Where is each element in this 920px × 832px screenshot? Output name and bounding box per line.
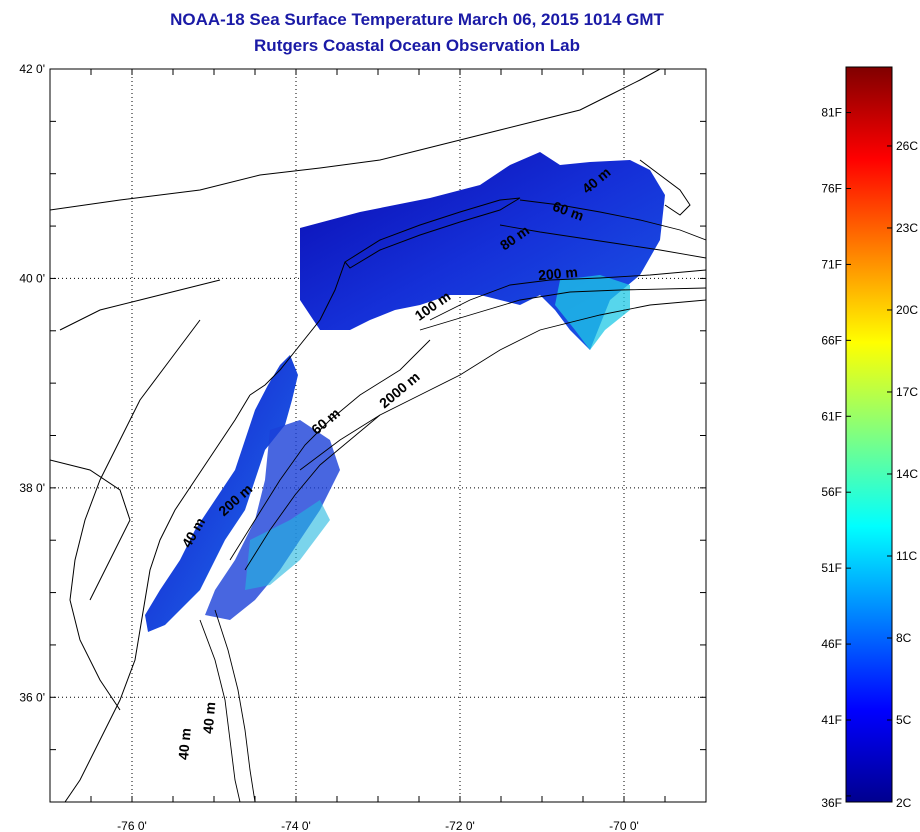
- contour-40m-south: [199, 619, 241, 802]
- lon-tick-label: -76 0': [117, 819, 147, 832]
- coastline-delmarva: [64, 394, 251, 802]
- colorbar-f-label: 61F: [821, 409, 842, 423]
- sst-swath-southwest: [145, 355, 298, 632]
- colorbar-f-label: 81F: [821, 106, 842, 120]
- contour-label: 40 m: [200, 701, 219, 734]
- colorbar-c-label: 2C: [896, 796, 912, 810]
- lat-tick-label: 36 0': [19, 690, 45, 704]
- colorbar-c-label: 23C: [896, 221, 918, 235]
- colorbar-f-label: 46F: [821, 637, 842, 651]
- lat-tick-label: 42 0': [19, 62, 45, 76]
- lon-tick-label: -74 0': [281, 819, 311, 832]
- contour-label: 40 m: [175, 727, 194, 760]
- axis-ticks: -76 0' -74 0' -72 0' -70 0' 42 0' 40 0' 38 0' 3…: [19, 62, 707, 832]
- colorbar-c-label: 5C: [896, 713, 912, 727]
- lon-tick-label: -72 0': [445, 819, 475, 832]
- coastline-inland-2: [50, 459, 131, 601]
- bathymetry-contours: [199, 199, 706, 802]
- map-title: NOAA-18 Sea Surface Temperature March 06…: [170, 10, 664, 29]
- colorbar-f-label: 66F: [821, 333, 842, 347]
- colorbar-c-label: 26C: [896, 139, 918, 153]
- colorbar-f-label: 41F: [821, 713, 842, 727]
- contour-40m: [519, 199, 706, 241]
- coastline-cape-cod: [639, 159, 691, 216]
- coastline-northeast: [50, 69, 661, 211]
- contour-60m: [499, 224, 706, 259]
- lat-tick-label: 38 0': [19, 481, 45, 495]
- sst-shelf-band: [205, 420, 340, 620]
- colorbar-c-label: 8C: [896, 631, 912, 645]
- sst-data: [145, 152, 665, 632]
- colorbar-c-label: 11C: [896, 549, 917, 563]
- coastline-chesapeake: [69, 319, 201, 711]
- map-subtitle: Rutgers Coastal Ocean Observation Lab: [254, 36, 580, 55]
- contour-200m-north: [419, 287, 706, 331]
- coastline-long-island: [344, 197, 521, 269]
- colorbar-f-label: 36F: [821, 796, 842, 810]
- lat-tick-label: 40 0': [19, 271, 45, 285]
- contour-40m-south-2: [214, 609, 256, 802]
- colorbar-f-label: 56F: [821, 485, 842, 499]
- contour-60m-south: [229, 339, 431, 561]
- contour-label: 60 m: [308, 405, 343, 438]
- contour-2000m: [299, 299, 706, 471]
- colorbar-f-label: 51F: [821, 561, 842, 575]
- contour-label: 200 m: [537, 264, 578, 283]
- coastline-new-jersey: [249, 261, 346, 396]
- contour-100m: [429, 269, 706, 321]
- lon-tick-label: -70 0': [609, 819, 639, 832]
- colorbar-c-label: 20C: [896, 303, 918, 317]
- contour-label: 2000 m: [376, 368, 423, 411]
- colorbar-c-label: 14C: [896, 467, 918, 481]
- colorbar-labels: 81F 76F 71F 66F 61F 56F 51F 46F 41F 36F 26C 23C 20C 1…: [821, 106, 918, 810]
- sst-shelf-cyan: [245, 500, 330, 590]
- coastline-inland-1: [59, 279, 221, 331]
- coastline: [50, 69, 691, 802]
- colorbar-c-label: 17C: [896, 385, 918, 399]
- sst-warm-patch: [555, 275, 630, 350]
- colorbar: [845, 66, 893, 803]
- contour-200m-south: [244, 414, 381, 571]
- colorbar-f-label: 76F: [821, 181, 842, 195]
- colorbar-f-label: 71F: [821, 257, 842, 271]
